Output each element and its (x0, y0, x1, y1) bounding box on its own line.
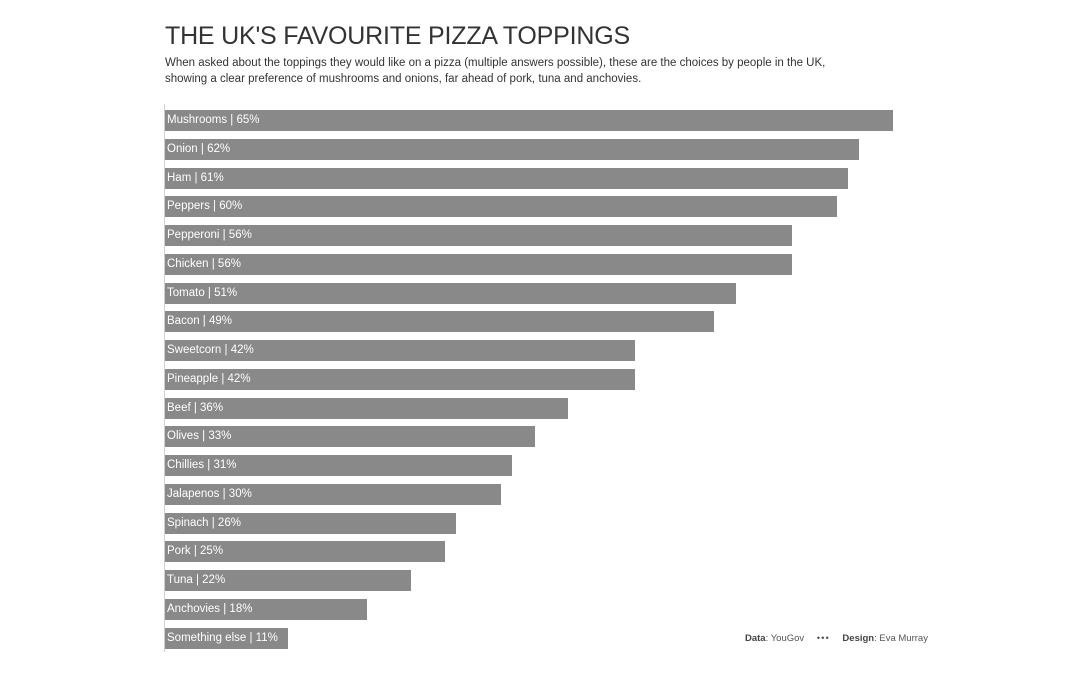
bar-label: Pineapple | 42% (167, 372, 251, 385)
bar-label: Bacon | 49% (167, 315, 233, 328)
bar (165, 627, 289, 649)
bar (165, 282, 737, 304)
design-credit: : Eva Murray (874, 633, 928, 644)
bar-label: Ham | 61% (167, 171, 224, 184)
design-label: Design (842, 633, 875, 644)
chart-footer: Data: YouGov ••• Design: Eva Murray (745, 633, 928, 644)
bar-label: Pork | 25% (167, 545, 224, 558)
bar-label: Anchovies | 18% (167, 602, 253, 615)
bar-label: Spinach | 26% (167, 516, 241, 529)
bar-label: Mushrooms | 65% (167, 114, 260, 126)
bar-label: Peppers | 60% (167, 200, 243, 213)
bar (165, 311, 714, 333)
bar-label: Tuna | 22% (167, 574, 226, 586)
bar-label: Chillies | 31% (167, 459, 237, 471)
bar (165, 138, 860, 160)
bar-label: Sweetcorn | 42% (167, 344, 254, 356)
data-source: : YouGov (765, 633, 805, 644)
bar (165, 368, 636, 390)
bar (165, 541, 445, 563)
chart-subtitle: When asked about the toppings they would… (165, 57, 826, 85)
bar (165, 110, 893, 131)
bar (165, 598, 367, 620)
bar-label: Olives | 33% (167, 430, 232, 443)
bar (165, 455, 513, 476)
chart-title: THE UK'S FAVOURITE PIZZA TOPPINGS (165, 22, 630, 50)
y-axis-line (164, 104, 165, 652)
bar-label: Pepperoni | 56% (167, 229, 252, 241)
data-label: Data (745, 633, 766, 644)
bar (165, 397, 569, 419)
bar (165, 426, 535, 448)
bar (165, 570, 412, 591)
bar (165, 253, 793, 275)
bar (165, 340, 636, 361)
bar (165, 483, 501, 505)
bar (165, 225, 793, 246)
bar-label: Something else | 11% (167, 631, 278, 644)
bar (165, 196, 837, 218)
dots-separator-icon: ••• (816, 633, 830, 644)
bar-label: Onion | 62% (167, 142, 231, 155)
bar (165, 167, 849, 189)
bar-label: Beef | 36% (167, 401, 224, 414)
bar (165, 512, 457, 534)
bar-label: Jalapenos | 30% (167, 487, 252, 500)
bar-label: Chicken | 56% (167, 257, 241, 270)
bar-label: Tomato | 51% (167, 286, 238, 299)
